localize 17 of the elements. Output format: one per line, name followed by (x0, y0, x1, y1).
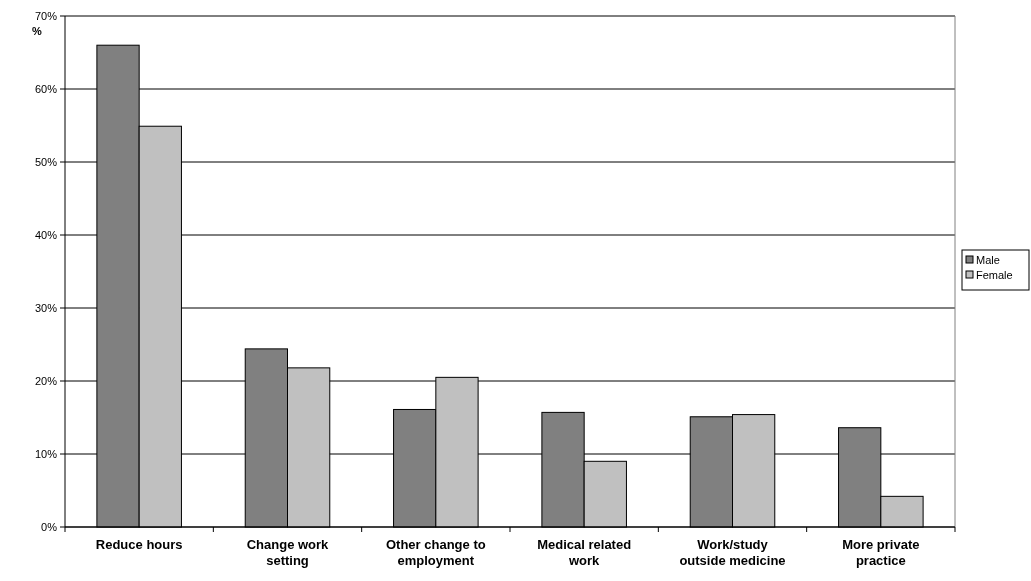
x-tick-label: Other change to employment (385, 537, 486, 568)
x-tick-label: Reduce hours (95, 537, 183, 552)
x-tick-label: Change work setting (246, 537, 330, 568)
y-tick-label: 30% (34, 301, 58, 314)
y-tick-label: 70% (34, 9, 58, 22)
x-tick-label: Work/study outside medicine (679, 537, 786, 568)
y-tick-label: 0% (41, 520, 58, 533)
legend-label: Male (976, 253, 1000, 266)
legend-label: Female (976, 268, 1013, 281)
x-tick-label: Medical related work (537, 537, 632, 568)
y-tick-label: 50% (34, 155, 58, 168)
y-axis-title: % (32, 25, 43, 37)
x-tick-label: More private practice (842, 537, 920, 568)
y-tick-label: 40% (34, 228, 58, 241)
y-tick-label: 10% (34, 447, 58, 460)
y-tick-label: 60% (34, 82, 58, 95)
y-tick-label: 20% (34, 374, 58, 387)
